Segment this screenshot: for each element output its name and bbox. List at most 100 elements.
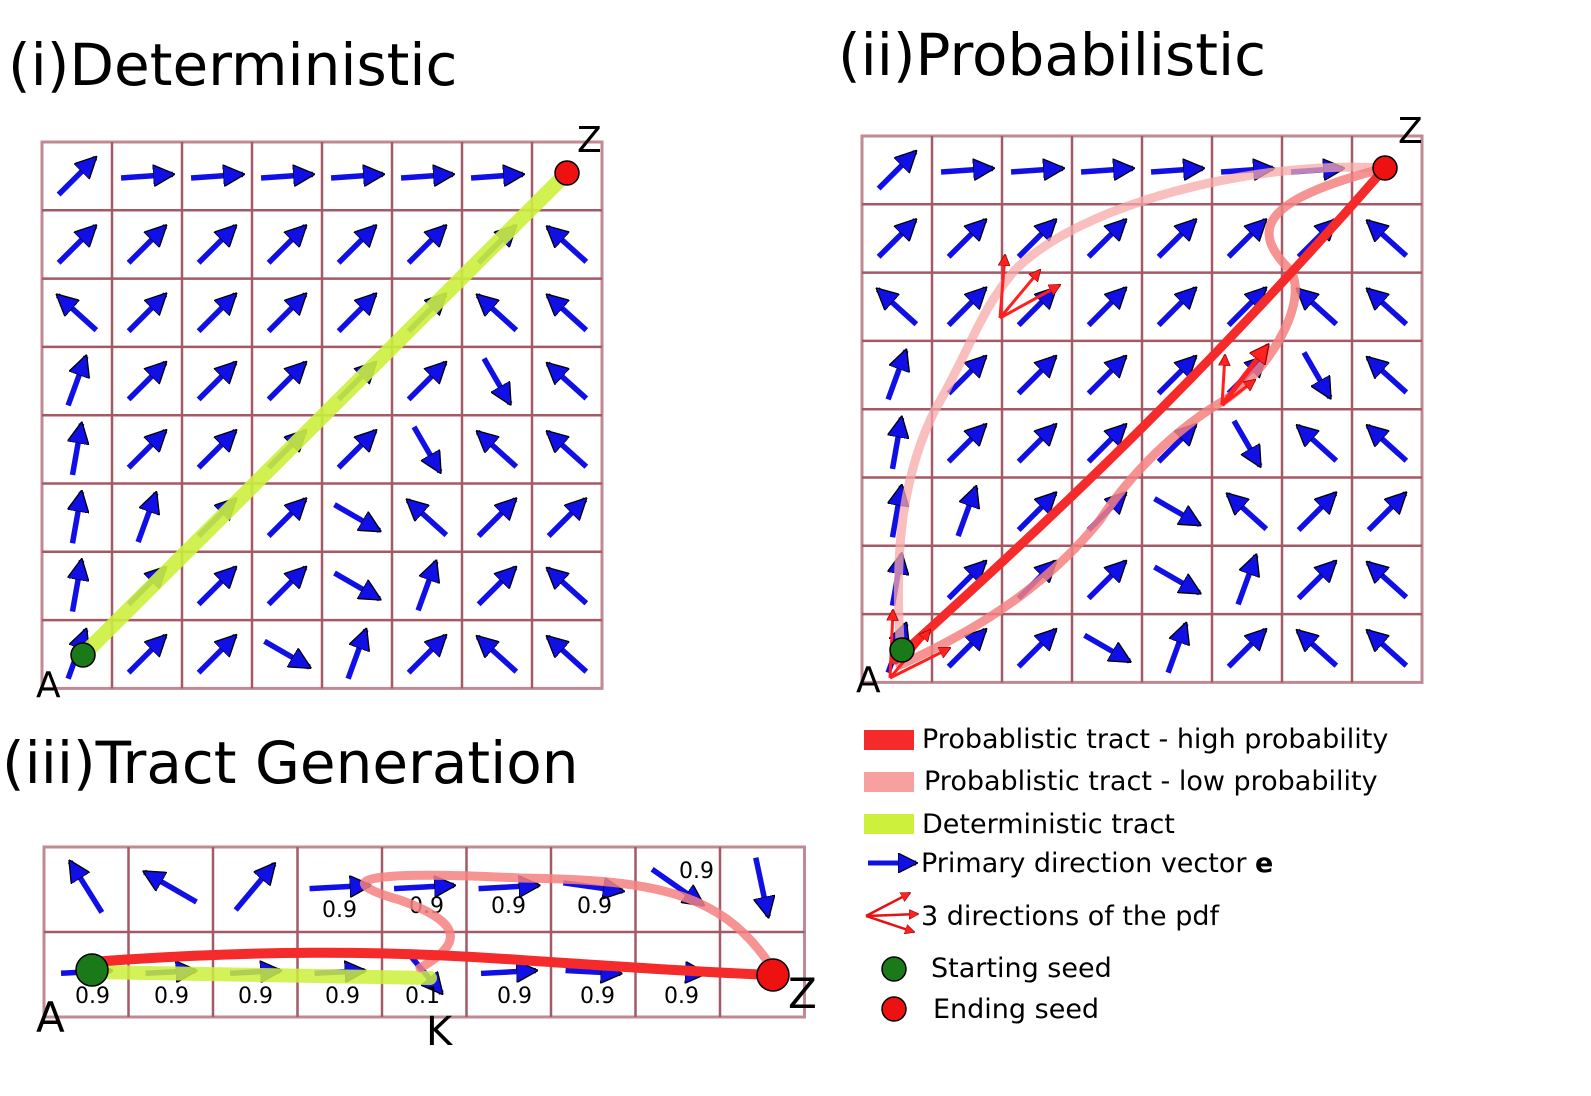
direction-vector-arrow <box>892 486 901 538</box>
direction-vector-arrow <box>233 864 275 912</box>
direction-vector-arrow <box>565 971 621 974</box>
direction-vector-arrow <box>263 638 309 670</box>
direction-vector-arrow <box>56 158 96 197</box>
legend-swatch-low <box>864 772 914 792</box>
direction-vector-arrow <box>885 351 906 401</box>
direction-vector-arrow <box>145 869 198 905</box>
direction-vector-arrow <box>1086 357 1126 396</box>
direction-vector-arrow <box>72 492 81 544</box>
legend-swatch-end <box>881 996 907 1022</box>
direction-vector-arrow <box>1080 168 1133 172</box>
label-a: A <box>856 660 881 701</box>
direction-vector-arrow <box>330 174 383 178</box>
direction-vector-arrow <box>548 569 589 606</box>
cell-value-label: 0.9 <box>577 894 612 919</box>
direction-vector-arrow <box>1010 168 1063 172</box>
low-probability-tract <box>360 870 775 973</box>
direction-vector-arrow <box>411 425 443 472</box>
cell-value-label: 0.1 <box>405 984 440 1009</box>
direction-vector-arrow <box>196 636 236 675</box>
direction-vector-arrow <box>406 226 446 265</box>
direction-vector-arrow <box>1298 426 1339 463</box>
direction-vector-arrow <box>470 174 523 178</box>
direction-vector-arrow <box>1156 288 1196 328</box>
pdf-direction-arrow <box>1000 255 1005 319</box>
cell-value-label: 0.9 <box>75 984 110 1009</box>
direction-vector-arrow <box>1156 425 1196 464</box>
direction-vector-arrow <box>946 425 986 464</box>
direction-vector-arrow <box>548 637 589 674</box>
high-probability-tract <box>87 947 777 980</box>
direction-vector-arrow <box>196 226 236 265</box>
label-a: A <box>36 665 61 706</box>
legend-label-end: Ending seed <box>933 994 1099 1025</box>
direction-vector-arrow <box>1368 563 1409 600</box>
legend-label-high: Probablistic tract - high probability <box>922 724 1388 755</box>
direction-vector-arrow <box>548 364 589 401</box>
direction-vector-arrow <box>1368 221 1409 258</box>
direction-vector-arrow <box>126 363 166 402</box>
direction-vector-arrow <box>878 289 919 327</box>
panel-title-probabilistic: (ii)Probabilistic <box>838 21 1266 89</box>
pdf-direction-arrow <box>889 646 950 680</box>
direction-vector-arrow <box>1226 220 1266 259</box>
legend-label-start: Starting seed <box>931 953 1112 984</box>
label-a: A <box>36 993 65 1042</box>
direction-vector-arrow <box>1016 425 1056 464</box>
direction-vector-arrow <box>476 568 516 607</box>
direction-vector-arrow <box>1156 220 1196 259</box>
ending-seed <box>1372 155 1398 181</box>
panel-probabilistic: (ii)Probabilistic A Z <box>838 21 1424 701</box>
cell-value-label: 0.9 <box>679 859 714 884</box>
direction-vector-arrow <box>336 294 376 334</box>
cell-value-label: 0.9 <box>491 894 526 919</box>
direction-vector-arrow <box>1296 493 1336 532</box>
legend-swatch-deterministic <box>864 814 914 834</box>
panel-title-tract-generation: (iii)Tract Generation <box>2 729 579 797</box>
panel-title-deterministic: (i)Deterministic <box>8 31 457 99</box>
direction-vector-arrow <box>1231 419 1263 466</box>
ending-seed <box>554 160 580 186</box>
direction-vector-arrow <box>876 152 916 191</box>
direction-vector-arrow <box>266 568 306 607</box>
direction-vector-arrow <box>1153 496 1199 528</box>
direction-vector-arrow <box>120 174 173 178</box>
direction-vector-arrow <box>1086 220 1126 259</box>
low-probability-tract <box>893 162 1390 645</box>
pdf-direction-arrow <box>999 283 1060 320</box>
direction-vector-arrow <box>72 424 81 476</box>
starting-seed <box>889 637 915 663</box>
direction-vector-arrow <box>1235 556 1256 606</box>
direction-vector-arrow <box>58 295 99 333</box>
direction-vector-arrow <box>266 226 306 265</box>
direction-vector-arrow <box>345 630 366 680</box>
direction-vector-arrow <box>955 487 976 538</box>
deterministic-tract <box>85 965 437 985</box>
pdf-direction-arrow <box>1222 355 1225 406</box>
direction-vector-arrow <box>126 636 166 675</box>
legend-swatch-high <box>864 730 914 750</box>
cell-value-label: 0.9 <box>664 984 699 1009</box>
direction-vector-arrow <box>946 288 986 328</box>
panel-tract-generation: (iii)Tract Generation 0.9 0.9 0.9 0.9 0.9 0.9… <box>2 729 817 1055</box>
pdf-direction-arrow <box>1221 380 1255 407</box>
direction-vector-arrow <box>478 432 519 469</box>
label-z: Z <box>788 969 817 1018</box>
vector-field-deterministic <box>56 158 589 680</box>
direction-vector-arrow <box>333 570 379 602</box>
direction-vector-arrow <box>1296 562 1336 601</box>
direction-vector-arrow <box>393 885 454 888</box>
direction-vector-arrow <box>946 357 986 396</box>
legend: Probablistic tract - high probability Pr… <box>864 724 1388 1025</box>
direction-vector-arrow <box>1226 630 1266 669</box>
cell-values: 0.9 0.9 0.9 0.90.90.9 0.9 0.9 0.9 0.1 0.9 0.9 0.9 <box>75 859 714 1009</box>
cell-value-label: 0.9 <box>154 984 189 1009</box>
direction-vector-arrow <box>260 174 313 178</box>
direction-vector-arrow <box>336 431 376 470</box>
direction-vector-arrow <box>266 294 306 334</box>
direction-vector-arrow <box>126 431 166 470</box>
direction-vector-arrow <box>1368 289 1409 327</box>
cell-value-label: 0.9 <box>322 898 357 923</box>
direction-vector-arrow <box>476 499 516 538</box>
